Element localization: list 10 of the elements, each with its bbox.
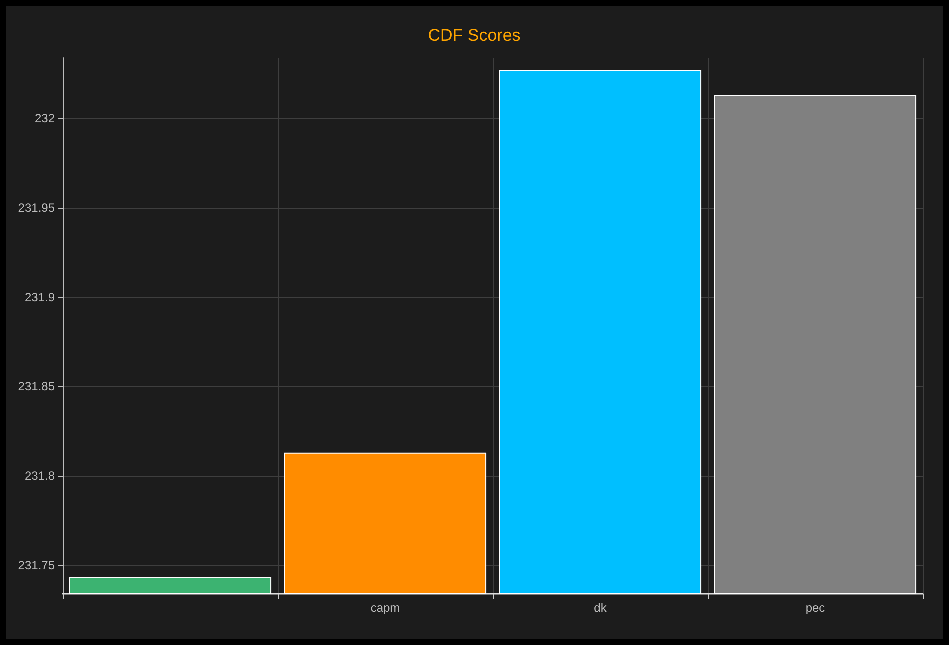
y-tick-label: 231.95 [18,201,56,216]
chart-title: CDF Scores [428,26,521,45]
x-tick-label: pec [806,601,826,615]
y-tick-label: 231.75 [18,558,56,572]
x-tick-label: capm [370,601,400,615]
y-tick-label: 231.85 [18,380,56,394]
y-tick-label: 231.9 [24,290,56,304]
y-tick-label: 231.8 [24,469,56,484]
y-tick-label: 232 [34,112,56,126]
x-tick-label: dk [594,601,608,615]
